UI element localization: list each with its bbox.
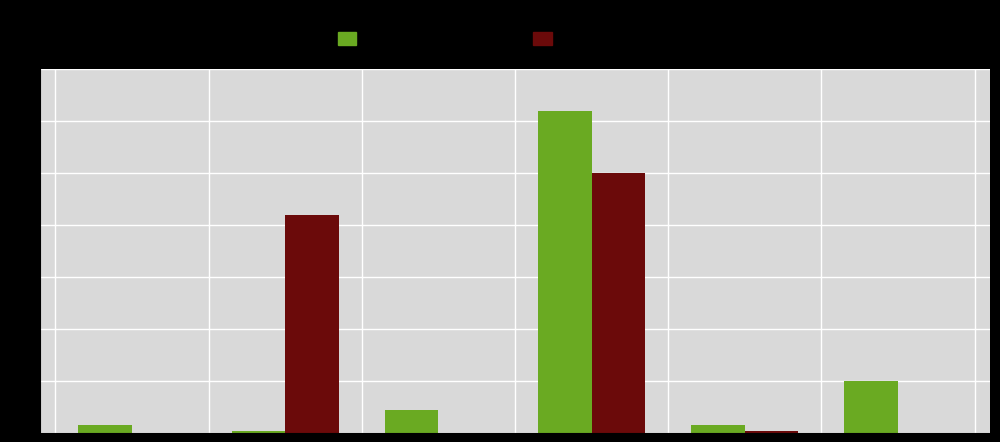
- Bar: [285, 215, 339, 433]
- Bar: [592, 173, 645, 433]
- Bar: [844, 381, 898, 433]
- Bar: [385, 410, 438, 433]
- Legend: Area under FSC, Area under PEFC: Area under FSC, Area under PEFC: [332, 26, 698, 53]
- Bar: [232, 431, 285, 433]
- Bar: [745, 431, 798, 433]
- Bar: [538, 111, 592, 433]
- Bar: [691, 425, 745, 433]
- Bar: [78, 425, 132, 433]
